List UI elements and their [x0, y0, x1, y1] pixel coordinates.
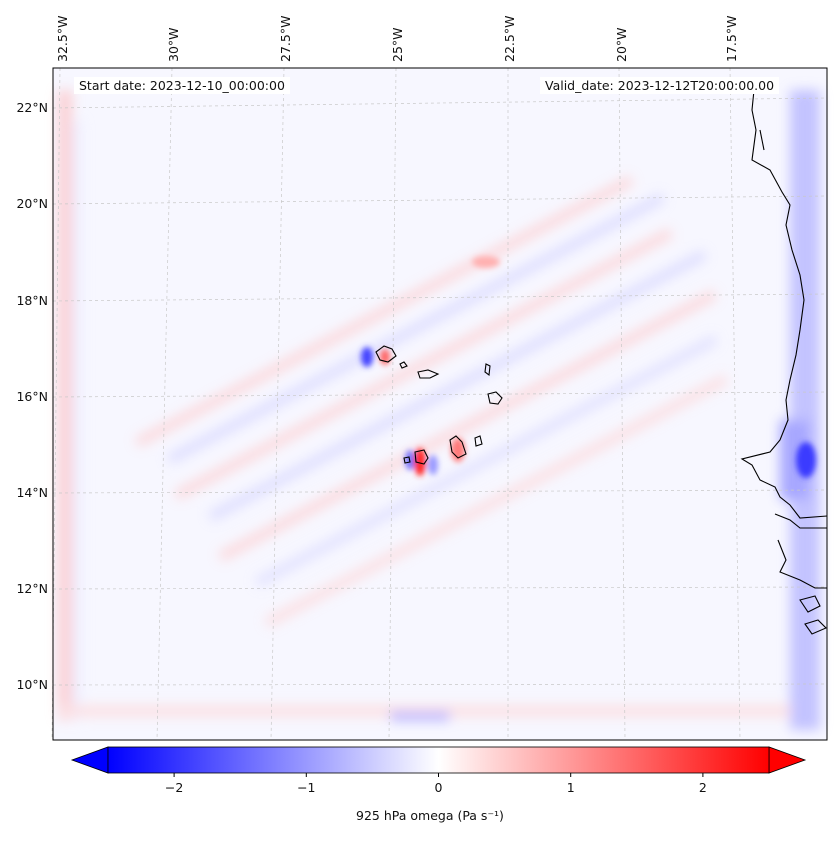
fogo [414, 449, 429, 465]
colorbar-tick-label: −1 [297, 780, 316, 795]
latitude-label: 20°N [16, 196, 48, 211]
santo-antao [375, 345, 397, 363]
latitude-label: 14°N [16, 485, 48, 500]
sao-nicolau [417, 369, 440, 379]
omega-hotspots [361, 256, 816, 478]
colorbar-tick-label: −2 [164, 780, 184, 795]
latitude-label: 18°N [16, 293, 48, 308]
latitude-label: 16°N [16, 389, 48, 404]
santiago [449, 435, 467, 459]
longitude-label: 25°W [390, 27, 405, 62]
colorbar-tick-label: 2 [698, 780, 707, 795]
colorbar-tick-label: 1 [566, 780, 575, 795]
coastlines [740, 89, 828, 635]
longitude-label: 30°W [166, 27, 181, 62]
longitude-label: 17.5°W [724, 15, 739, 62]
colorbar-title: 925 hPa omega (Pa s⁻¹) [356, 808, 504, 823]
valid-date-label: Valid_date: 2023-12-12T20:00:00.00 [540, 77, 780, 94]
longitude-label: 27.5°W [278, 15, 293, 62]
longitude-label: 32.5°W [55, 15, 70, 62]
sao-vicente [399, 361, 408, 369]
latitude-label: 22°N [16, 100, 48, 115]
start-date-label: Start date: 2023-12-10_00:00:00 [74, 77, 290, 94]
colorbar-tick-label: 0 [434, 780, 443, 795]
brava [403, 456, 411, 464]
cape-verde-islands [375, 345, 503, 465]
latitude-label: 10°N [16, 677, 48, 692]
boa-vista [487, 391, 503, 405]
maio [474, 435, 483, 447]
longitude-label: 20°W [614, 27, 629, 62]
latitude-label: 12°N [16, 581, 48, 596]
africa-coast [740, 89, 828, 519]
map-panel [51, 67, 828, 741]
colorbar [70, 746, 807, 777]
omega-field [58, 90, 820, 730]
longitude-label: 22.5°W [502, 15, 517, 62]
sal [484, 363, 491, 377]
